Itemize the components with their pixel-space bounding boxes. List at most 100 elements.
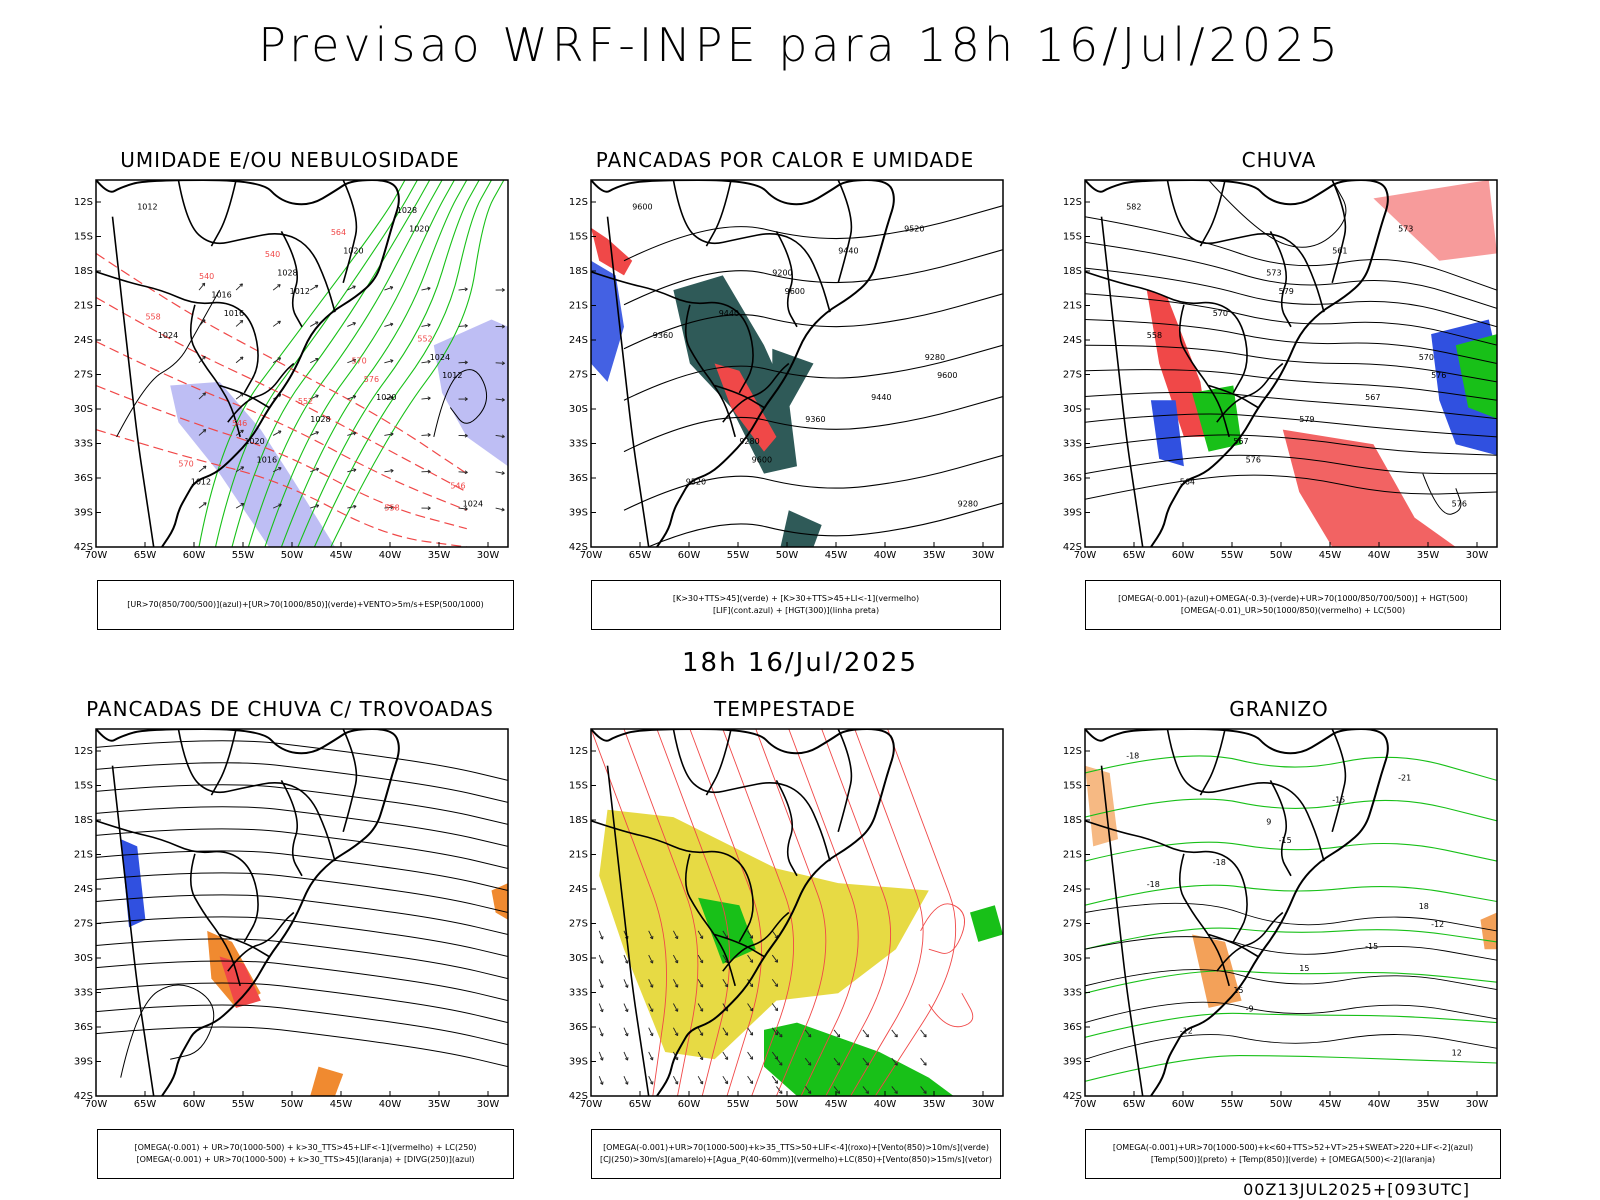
lon-tick-label: 45W xyxy=(1319,1099,1342,1110)
wind-vector xyxy=(598,930,604,940)
wind-vector-head xyxy=(501,507,505,512)
lon-tick-label: 50W xyxy=(281,550,304,561)
map-content: 582 579 576 576 573 570 567 564 561 558 579 576 573 5… xyxy=(1085,180,1497,547)
legend-box: [OMEGA(-0.001)+UR>70(1000-500)+k>35_TTS>… xyxy=(591,1129,1001,1179)
contour-label: 1012 xyxy=(137,202,157,211)
wind-vector xyxy=(673,1027,679,1036)
contour-label: 1028 xyxy=(310,415,330,424)
contour-label: 15 xyxy=(1233,986,1243,995)
lon-tick-label: 35W xyxy=(923,550,946,561)
wind-vector-head xyxy=(894,1090,898,1094)
wind-vector-head xyxy=(427,396,431,401)
wind-vector-head xyxy=(353,468,357,472)
country-state-border xyxy=(591,271,754,394)
wind-vector-head xyxy=(599,960,604,964)
wind-vector-head xyxy=(501,361,505,366)
wind-vector-head xyxy=(202,429,207,433)
country-state-border xyxy=(1199,180,1226,247)
wind-vector xyxy=(235,283,243,291)
map-frame xyxy=(95,179,509,548)
lat-tick-label: 24S xyxy=(569,884,588,895)
lon-tick-label: 60W xyxy=(678,1099,701,1110)
streamline-850 xyxy=(591,729,667,1096)
map-svg: -18 -15 -12 -9 -21 -18 -15 -12 -15 -18 15 12 9 18 15 12… xyxy=(1063,728,1498,1110)
lon-tick-label: 65W xyxy=(629,550,652,561)
wind-vector-head xyxy=(202,392,206,396)
lat-tick-label: 12S xyxy=(569,197,588,208)
humidity-1000-contour xyxy=(231,180,431,547)
wind-vector-head xyxy=(674,1008,679,1012)
wind-vector-head xyxy=(724,1032,729,1036)
lon-tick-label: 60W xyxy=(183,1099,206,1110)
lat-tick-label: 24S xyxy=(1063,335,1082,346)
wind-vector-head xyxy=(649,960,654,964)
lat-tick-label: 42S xyxy=(1063,542,1082,553)
lon-tick-label: 60W xyxy=(678,550,701,561)
lat-tick-label: 27S xyxy=(1063,370,1082,381)
legend-line: [OMEGA(-0.01)_UR>50(1000/850)(vermelho) … xyxy=(1180,606,1406,615)
wind-vector-head xyxy=(649,1081,654,1085)
lat-tick-label: 21S xyxy=(569,301,588,312)
lat-tick-label: 21S xyxy=(569,850,588,861)
lat-tick-label: 42S xyxy=(74,1091,93,1102)
streamline-850 xyxy=(788,729,859,1096)
wind-vector-head xyxy=(774,983,779,987)
lat-tick-label: 33S xyxy=(569,988,588,999)
country-state-border xyxy=(705,180,732,247)
wind-vector xyxy=(310,284,319,291)
pressure-isobar xyxy=(116,289,221,438)
wind-vector-head xyxy=(315,467,320,472)
coastline xyxy=(1085,729,1389,1096)
contour-label: 9440 xyxy=(838,246,858,255)
wind-vector xyxy=(697,1075,704,1085)
wind-vector-head xyxy=(427,323,431,328)
coastline xyxy=(591,180,895,547)
map-content: 1012 1012 1012 1016 1020 1016 1020 1012 1020 1024… xyxy=(96,180,508,547)
wind-vector xyxy=(648,1075,654,1085)
contour-label: 9600 xyxy=(785,287,805,296)
wind-vector xyxy=(235,320,244,327)
wind-vector xyxy=(862,1057,869,1066)
temp850-contour xyxy=(1085,927,1497,950)
map-frame xyxy=(1084,728,1498,1097)
lon-tick-label: 55W xyxy=(232,1099,255,1110)
hgt500-contour xyxy=(1085,293,1497,346)
contour-fields xyxy=(96,180,505,547)
lon-tick-label: 60W xyxy=(1172,1099,1195,1110)
wind-vector xyxy=(347,505,357,509)
wind-vector xyxy=(771,930,778,939)
wind-vector-head xyxy=(624,1032,629,1037)
wind-vector xyxy=(198,282,206,291)
wind-vector xyxy=(891,1029,898,1038)
hgt500-contour xyxy=(1085,369,1497,401)
contour-label: 567 xyxy=(1365,393,1380,402)
wind-vector xyxy=(920,1086,927,1094)
wind-vector xyxy=(310,504,319,509)
lon-tick-label: 35W xyxy=(1417,550,1440,561)
wind-vector-head xyxy=(749,1032,754,1036)
streamline-250 xyxy=(96,938,508,980)
contour-label: 1024 xyxy=(463,500,483,509)
country-state-border xyxy=(1166,180,1325,313)
temp850-contour xyxy=(1085,970,1497,994)
legend-line: [UR>70(850/700/500)](azul)+[UR>70(1000/8… xyxy=(127,600,484,609)
wind-vector xyxy=(722,1075,729,1085)
contour-label: 576 xyxy=(1246,456,1261,465)
contour-label: 9520 xyxy=(686,478,706,487)
wind-vector-head xyxy=(624,1008,629,1013)
wind-vector-head xyxy=(427,469,431,474)
legend-line: [OMEGA(-0.001) + UR>70(1000-500) + k>30_… xyxy=(136,1155,475,1164)
lat-tick-label: 27S xyxy=(74,919,93,930)
streamline-250 xyxy=(96,1004,508,1046)
wind-vector-head xyxy=(201,282,206,287)
contour-label: 9360 xyxy=(653,331,673,340)
wind-vector-head xyxy=(427,433,431,437)
contour-label: 1024 xyxy=(158,331,178,340)
wind-vector xyxy=(862,1029,869,1038)
wind-vector xyxy=(198,392,206,400)
wind-vector xyxy=(648,954,654,964)
lat-tick-label: 18S xyxy=(74,815,93,826)
wind-vector-head xyxy=(649,935,654,940)
contour-label: 9280 xyxy=(958,500,978,509)
wind-vector xyxy=(310,394,319,400)
